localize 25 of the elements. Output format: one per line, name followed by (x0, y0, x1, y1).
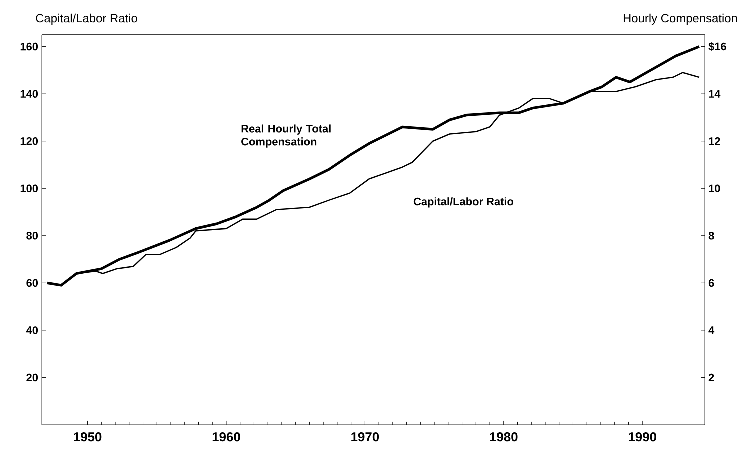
y2-tick-label: 4 (708, 326, 715, 334)
series-label: Real Hourly Total Compensation (242, 124, 331, 148)
y-tick-label: 120 (20, 137, 38, 146)
y-tick-label: 20 (26, 374, 38, 382)
x-tick-label: 1990 (629, 432, 656, 442)
y-tick-label: 60 (26, 279, 38, 288)
y-tick-label: 80 (26, 232, 38, 240)
y2-tick-label: 10 (709, 184, 720, 193)
y2-tick-label: 2 (708, 374, 714, 382)
y-axis-title: Capital/Labor Ratio (36, 14, 138, 26)
y2-tick-label: 12 (709, 138, 720, 146)
y-tick-label: 40 (26, 326, 38, 334)
text: Capital/Labor Ratio (414, 198, 514, 208)
y-tick-label: 140 (20, 90, 38, 98)
y-tick-label: 100 (20, 184, 38, 193)
y2-tick-label: $16 (708, 42, 726, 52)
x-tick-label: 1960 (212, 432, 240, 442)
y2-tick-label: 8 (708, 232, 714, 240)
x-tick-label: 1980 (490, 432, 518, 442)
x-tick-label: 1950 (74, 432, 102, 442)
y2-tick-label: 14 (709, 90, 721, 98)
y2-tick-label: 6 (708, 279, 714, 288)
y-tick-label: 160 (20, 42, 38, 51)
y2-axis-title: Hourly Compensation (624, 14, 738, 26)
x-tick-label: 1970 (352, 432, 380, 442)
